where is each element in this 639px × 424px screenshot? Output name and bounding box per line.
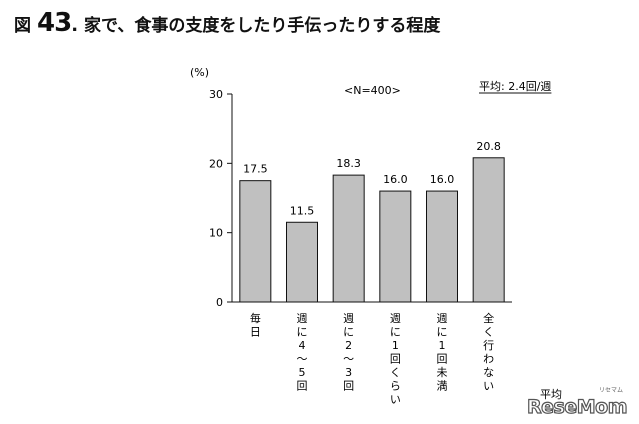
category-label-char: 満: [437, 380, 448, 393]
category-label-char: い: [483, 380, 494, 393]
category-label-char: い: [390, 393, 401, 406]
category-label-char: 1: [392, 339, 399, 352]
category-label-char: 日: [250, 326, 261, 339]
figure-number-dot: .: [71, 15, 79, 36]
bar-value-label: 20.8: [476, 140, 501, 153]
bar: [379, 190, 412, 303]
category-label-char: 週: [343, 312, 354, 325]
category-label-char: 週: [437, 312, 448, 325]
category-label-char: 行: [483, 339, 494, 352]
resemom-logo: ReseMom: [526, 395, 628, 418]
category-label-char: 毎: [250, 312, 261, 325]
bar: [472, 157, 505, 303]
category-label: 週に2〜3回: [343, 312, 354, 393]
category-label-char: に: [297, 326, 308, 339]
category-label-char: 4: [299, 339, 306, 352]
category-label-char: 回: [343, 380, 354, 393]
category-label: 週に4〜5回: [297, 312, 308, 393]
category-label-char: ら: [390, 380, 401, 393]
category-label-char: に: [390, 326, 401, 339]
category-label-char: 1: [439, 339, 446, 352]
category-label: 毎日: [250, 312, 261, 339]
category-label-char: わ: [483, 353, 494, 366]
category-label-char: 回: [437, 353, 448, 366]
chart-bars: 17.5毎日11.5週に4〜5回18.3週に2〜3回16.0週に1回くらい16.…: [239, 140, 505, 406]
category-label-char: く: [483, 326, 494, 339]
bar-value-label: 16.0: [430, 173, 455, 186]
bar: [426, 190, 458, 303]
bar-value-label: 11.5: [290, 204, 315, 217]
category-label-char: 週: [297, 312, 308, 325]
chart-axes: 0 10 20 30: [209, 88, 512, 309]
y-tick-label: 0: [216, 296, 223, 309]
category-label-char: に: [437, 326, 448, 339]
category-label-char: 回: [297, 380, 308, 393]
watermark-subtext: リセマム: [598, 387, 623, 394]
category-label-char: 週: [390, 312, 401, 325]
bar-value-label: 16.0: [383, 173, 408, 186]
figure-title: 家で、食事の支度をしたり手伝ったりする程度: [84, 16, 441, 36]
y-tick-label: 10: [209, 227, 223, 240]
category-label-char: 全: [483, 311, 494, 325]
category-label-char: 2: [345, 339, 352, 352]
category-label-char: な: [483, 366, 494, 379]
bar: [332, 174, 365, 303]
category-label-char: 3: [345, 366, 352, 379]
category-label-char: 〜: [297, 353, 308, 366]
category-label-char: く: [390, 366, 401, 379]
y-unit-label: (%): [190, 66, 209, 79]
sample-size-note: <N=400>: [344, 84, 401, 97]
bar: [239, 180, 272, 303]
bottom-average-note: 平均: [540, 388, 562, 401]
figure-number: 43: [37, 8, 72, 38]
y-tick-label: 30: [209, 88, 223, 101]
category-label-char: 回: [390, 353, 401, 366]
category-label-char: 5: [299, 366, 306, 379]
category-label-char: 〜: [343, 353, 354, 366]
figure-prefix: 図: [14, 16, 31, 36]
bar-value-label: 18.3: [336, 157, 361, 170]
figure-title-bar: 図 43 . 家で、食事の支度をしたり手伝ったりする程度: [14, 8, 440, 38]
category-label-char: 未: [437, 366, 448, 379]
y-tick-label: 20: [209, 157, 223, 170]
bar: [286, 221, 318, 303]
bar-value-label: 17.5: [243, 163, 268, 176]
average-note: 平均: 2.4回/週: [479, 80, 551, 93]
category-label-char: に: [343, 326, 354, 339]
